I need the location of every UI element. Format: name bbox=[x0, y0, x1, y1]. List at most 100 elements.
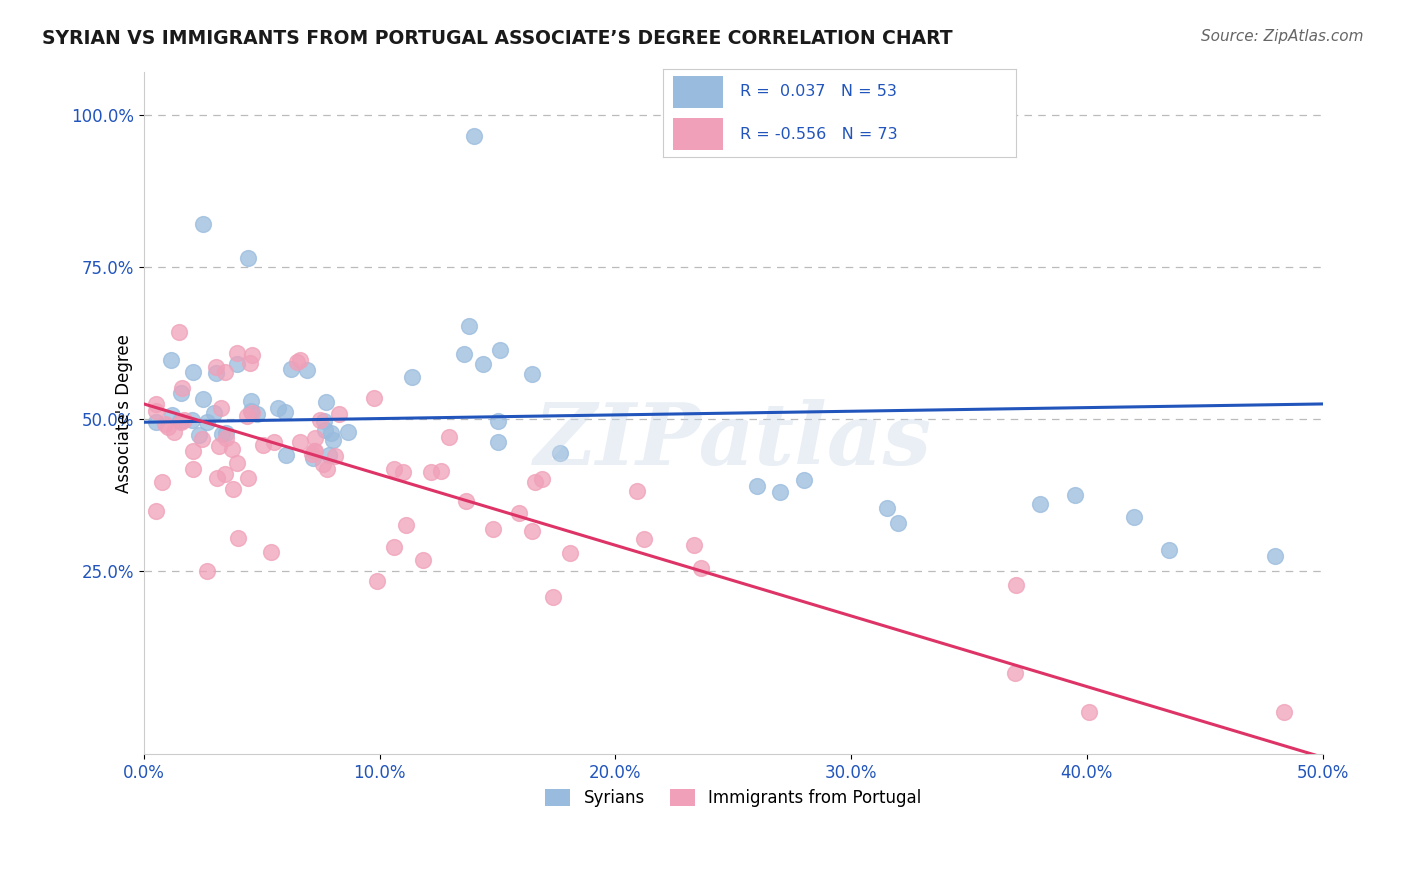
Point bbox=[363, 391, 385, 405]
Point bbox=[683, 538, 706, 552]
Point bbox=[214, 467, 236, 482]
Point bbox=[382, 462, 405, 476]
Point bbox=[463, 128, 485, 143]
Point bbox=[1029, 498, 1052, 512]
Point bbox=[191, 433, 214, 447]
Point bbox=[319, 426, 342, 441]
Point bbox=[211, 426, 233, 441]
Point bbox=[288, 435, 311, 450]
Point bbox=[304, 443, 326, 458]
Point bbox=[420, 465, 443, 479]
Point bbox=[209, 401, 232, 416]
Point bbox=[202, 406, 225, 420]
Point bbox=[285, 354, 308, 368]
Point bbox=[382, 540, 405, 554]
Point bbox=[520, 524, 543, 538]
Point bbox=[150, 475, 173, 489]
Point bbox=[318, 448, 340, 462]
Point bbox=[1272, 705, 1295, 719]
Point bbox=[167, 326, 190, 340]
Point bbox=[366, 574, 388, 589]
Point bbox=[793, 473, 815, 487]
Point bbox=[520, 368, 543, 382]
Point bbox=[560, 546, 582, 560]
Point bbox=[172, 381, 194, 395]
Point bbox=[239, 356, 262, 370]
Point bbox=[183, 444, 205, 458]
Point bbox=[240, 404, 263, 418]
Point bbox=[225, 357, 247, 371]
Point bbox=[195, 564, 218, 578]
Point bbox=[304, 443, 326, 458]
Point bbox=[1005, 578, 1028, 592]
Point bbox=[221, 442, 243, 456]
Point bbox=[322, 434, 344, 448]
Point bbox=[312, 414, 335, 428]
Point bbox=[548, 446, 571, 460]
Text: ZIPatlas: ZIPatlas bbox=[534, 399, 932, 482]
Point bbox=[395, 517, 418, 532]
Point bbox=[876, 500, 898, 515]
Point bbox=[240, 348, 263, 362]
Point bbox=[430, 464, 453, 478]
Point bbox=[197, 415, 219, 429]
Point bbox=[173, 413, 195, 427]
Point bbox=[290, 352, 312, 367]
Point bbox=[236, 251, 259, 265]
Point bbox=[314, 423, 336, 437]
Point bbox=[337, 425, 360, 440]
Point bbox=[489, 343, 512, 357]
Point bbox=[204, 359, 226, 374]
Point bbox=[471, 357, 494, 371]
Point bbox=[280, 361, 302, 376]
Point bbox=[169, 386, 191, 401]
Point bbox=[181, 365, 204, 379]
Point bbox=[626, 483, 648, 498]
Point bbox=[1123, 509, 1146, 524]
Point bbox=[145, 397, 167, 411]
Point bbox=[488, 434, 510, 449]
Point bbox=[193, 392, 215, 407]
Y-axis label: Associate's Degree: Associate's Degree bbox=[115, 334, 132, 492]
Point bbox=[633, 532, 655, 546]
Point bbox=[301, 446, 323, 460]
Point bbox=[145, 416, 167, 430]
Point bbox=[530, 472, 553, 486]
Point bbox=[887, 516, 910, 530]
Point bbox=[225, 346, 247, 360]
Point bbox=[204, 366, 226, 380]
Point bbox=[437, 429, 460, 443]
Point bbox=[309, 413, 332, 427]
Point bbox=[456, 494, 478, 508]
Point bbox=[215, 431, 238, 445]
Point bbox=[1159, 543, 1181, 558]
Point bbox=[156, 420, 179, 434]
Point bbox=[453, 347, 475, 361]
Point bbox=[180, 413, 202, 427]
Point bbox=[482, 522, 505, 536]
Point bbox=[769, 485, 792, 500]
Point bbox=[240, 393, 263, 408]
Text: SYRIAN VS IMMIGRANTS FROM PORTUGAL ASSOCIATE’S DEGREE CORRELATION CHART: SYRIAN VS IMMIGRANTS FROM PORTUGAL ASSOC… bbox=[42, 29, 953, 47]
Point bbox=[1004, 666, 1026, 681]
Point bbox=[304, 431, 326, 445]
Point bbox=[316, 462, 339, 476]
Point bbox=[541, 591, 564, 605]
Point bbox=[328, 407, 350, 421]
Point bbox=[392, 465, 415, 479]
Point bbox=[458, 319, 481, 334]
Point bbox=[276, 448, 298, 462]
Point bbox=[207, 470, 229, 484]
Point bbox=[1064, 488, 1087, 502]
Point bbox=[301, 450, 323, 465]
Point bbox=[315, 394, 337, 409]
Point bbox=[162, 408, 184, 422]
Point bbox=[1077, 705, 1099, 719]
Point bbox=[214, 365, 236, 379]
Point bbox=[311, 458, 333, 472]
Point bbox=[1264, 549, 1286, 564]
Point bbox=[690, 561, 713, 575]
Point bbox=[524, 475, 547, 489]
Point bbox=[274, 405, 297, 419]
Point bbox=[181, 462, 204, 476]
